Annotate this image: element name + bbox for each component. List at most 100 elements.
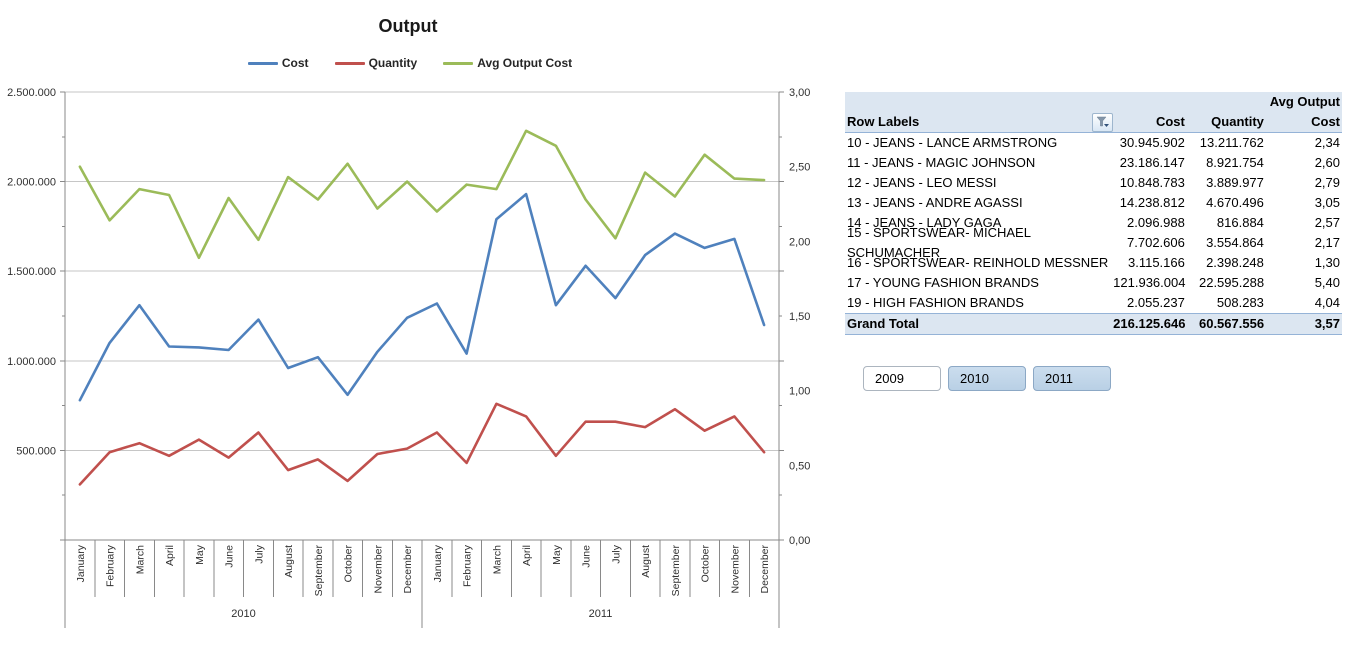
chart-plot: 2.500.000 2.000.000 1.500.000 1.000.000 500.… xyxy=(7,87,810,628)
month-label: February xyxy=(462,544,474,587)
table-cell[interactable]: 17 - YOUNG FASHION BRANDS xyxy=(847,275,1039,290)
month-label: October xyxy=(700,545,712,583)
table-row[interactable]: 10 - JEANS - LANCE ARMSTRONG 30.945.902 13… xyxy=(845,133,1342,153)
output-chart: 2.500.000 2.000.000 1.500.000 1.000.000 500.… xyxy=(7,16,810,628)
grand-total-quantity: 60.567.556 xyxy=(1198,316,1265,331)
table-cell[interactable]: 12 - JEANS - LEO MESSI xyxy=(847,175,997,190)
month-label: July xyxy=(610,544,622,563)
month-label: November xyxy=(372,544,384,593)
table-cell[interactable]: 13.211.762 xyxy=(1199,135,1264,150)
table-row[interactable]: 12 - JEANS - LEO MESSI 10.848.783 3.889.97… xyxy=(845,173,1342,193)
slicer-item-2009[interactable]: 2009 xyxy=(863,366,941,391)
chart-legend: Cost Quantity Avg Output Cost xyxy=(0,56,820,70)
table-cell[interactable]: 2,57 xyxy=(1314,215,1340,230)
pivot-header-row: Row Labels Cost Quantity Cost xyxy=(845,112,1342,133)
table-cell[interactable]: 14 - JEANS - LADY GAGA xyxy=(847,215,1002,230)
year-slicer: 2009 2010 2011 xyxy=(863,366,1111,391)
legend-swatch xyxy=(247,61,278,65)
table-row[interactable]: 14 - JEANS - LADY GAGA 2.096.988 816.884 2,… xyxy=(845,213,1342,233)
table-cell[interactable]: 10.848.783 xyxy=(1119,175,1185,190)
table-cell[interactable]: 22.595.288 xyxy=(1198,275,1265,290)
month-label: March xyxy=(491,545,503,574)
table-cell[interactable]: 3,05 xyxy=(1314,195,1340,210)
grand-total-cost: 216.125.646 xyxy=(1113,316,1186,331)
legend-swatch xyxy=(334,61,365,65)
month-label: September xyxy=(313,545,325,597)
table-row[interactable]: 17 - YOUNG FASHION BRANDS 121.936.004 22.5… xyxy=(845,273,1342,293)
table-cell[interactable]: 2,34 xyxy=(1314,135,1340,150)
slicer-item-2011[interactable]: 2011 xyxy=(1033,366,1111,391)
month-label: May xyxy=(194,544,206,565)
grand-total-avg: 3,57 xyxy=(1314,316,1340,331)
table-cell[interactable]: 2.398.248 xyxy=(1206,255,1264,270)
table-cell[interactable]: 10 - JEANS - LANCE ARMSTRONG xyxy=(847,135,1058,150)
row-labels-header: Row Labels xyxy=(847,114,920,129)
table-cell[interactable]: 8.921.754 xyxy=(1206,155,1264,170)
table-cell[interactable]: 1,30 xyxy=(1314,255,1340,270)
table-cell[interactable]: 4.670.496 xyxy=(1206,195,1264,210)
table-cell[interactable]: 2,60 xyxy=(1314,155,1340,170)
table-cell[interactable]: 11 - JEANS - MAGIC JOHNSON xyxy=(847,155,1036,170)
cost-line xyxy=(78,192,766,402)
table-cell[interactable]: 121.936.004 xyxy=(1113,275,1186,290)
table-cell[interactable]: 3.889.977 xyxy=(1206,175,1264,190)
table-row[interactable]: 16 - SPORTSWEAR- REINHOLD MESSNER 3.115.1… xyxy=(845,253,1342,273)
y-axis-left-label: 2.500.000 xyxy=(7,87,56,99)
month-label: August xyxy=(640,545,652,578)
table-row[interactable]: 19 - HIGH FASHION BRANDS 2.055.237 508.283… xyxy=(845,293,1342,313)
table-cell[interactable]: 19 - HIGH FASHION BRANDS xyxy=(847,295,1024,310)
pivot-rows: 10 - JEANS - LANCE ARMSTRONG 30.945.902 13… xyxy=(845,133,1342,313)
month-label: October xyxy=(343,545,355,583)
y-axis-left-label: 2.000.000 xyxy=(7,177,56,189)
quantity-column-header: Quantity xyxy=(1211,114,1264,129)
y-axis-left-label: 1.500.000 xyxy=(7,266,56,278)
table-row[interactable]: 11 - JEANS - MAGIC JOHNSON 23.186.147 8.92… xyxy=(845,153,1342,173)
table-cell[interactable]: 816.884 xyxy=(1216,215,1264,230)
chart-title: Output xyxy=(378,16,438,36)
table-row[interactable]: 15 - SPORTSWEAR- MICHAEL SCHUMACHER 7.702… xyxy=(845,225,1342,260)
funnel-filter-icon xyxy=(1096,116,1109,127)
table-cell[interactable]: 2.096.988 xyxy=(1127,215,1185,230)
month-label: March xyxy=(134,545,146,574)
y-axis-right-label: 1,50 xyxy=(789,311,810,323)
grand-total-row[interactable]: Grand Total 216.125.646 60.567.556 3,57 xyxy=(845,313,1342,335)
table-cell[interactable]: 2.055.237 xyxy=(1127,295,1185,310)
row-labels-filter-button[interactable] xyxy=(1091,112,1113,132)
table-cell[interactable]: 508.283 xyxy=(1216,295,1264,310)
month-label: April xyxy=(521,545,533,566)
table-cell[interactable]: 15 - SPORTSWEAR- MICHAEL SCHUMACHER xyxy=(847,225,1031,260)
table-cell[interactable]: 7.702.606 xyxy=(1127,235,1185,250)
table-row[interactable]: 13 - JEANS - ANDRE AGASSI 14.238.812 4.670… xyxy=(845,193,1342,213)
table-cell[interactable]: 13 - JEANS - ANDRE AGASSI xyxy=(847,195,1023,210)
table-cell[interactable]: 4,04 xyxy=(1314,295,1340,310)
legend-swatch xyxy=(443,61,474,65)
table-cell[interactable]: 5,40 xyxy=(1314,275,1340,290)
y-axis-right-label: 2,00 xyxy=(789,236,810,248)
legend-item-quantity: Quantity xyxy=(334,56,418,70)
table-cell[interactable]: 2,79 xyxy=(1314,175,1340,190)
table-cell[interactable]: 3.115.166 xyxy=(1127,255,1185,270)
y-axis-right-label: 3,00 xyxy=(789,87,810,99)
y-axis-right-label: 1,00 xyxy=(789,386,810,398)
pivot-table: Avg Output Row Labels Cost Quantity Cost… xyxy=(845,92,1342,335)
legend-label: Avg Output Cost xyxy=(477,56,573,70)
avg-output-header-line2: Cost xyxy=(1311,114,1340,129)
month-label: June xyxy=(581,545,593,568)
year-label: 2010 xyxy=(231,608,255,620)
grand-total-label: Grand Total xyxy=(847,316,919,331)
slicer-item-2010[interactable]: 2010 xyxy=(948,366,1026,391)
table-cell[interactable]: 2,17 xyxy=(1314,235,1340,250)
legend-label: Cost xyxy=(281,56,309,70)
legend-item-avg-output-cost: Avg Output Cost xyxy=(443,56,572,70)
table-cell[interactable]: 14.238.812 xyxy=(1119,195,1185,210)
table-cell[interactable]: 3.554.864 xyxy=(1206,235,1264,250)
avg-output-header-line1: Avg Output xyxy=(1269,94,1340,109)
table-cell[interactable]: 23.186.147 xyxy=(1119,155,1185,170)
y-axis-left-label: 1.000.000 xyxy=(7,356,56,368)
table-cell[interactable]: 30.945.902 xyxy=(1119,135,1185,150)
table-cell[interactable]: 16 - SPORTSWEAR- REINHOLD MESSNER xyxy=(847,255,1109,270)
month-label: December xyxy=(402,544,414,593)
month-label: December xyxy=(759,544,771,593)
legend-label: Quantity xyxy=(368,56,418,70)
